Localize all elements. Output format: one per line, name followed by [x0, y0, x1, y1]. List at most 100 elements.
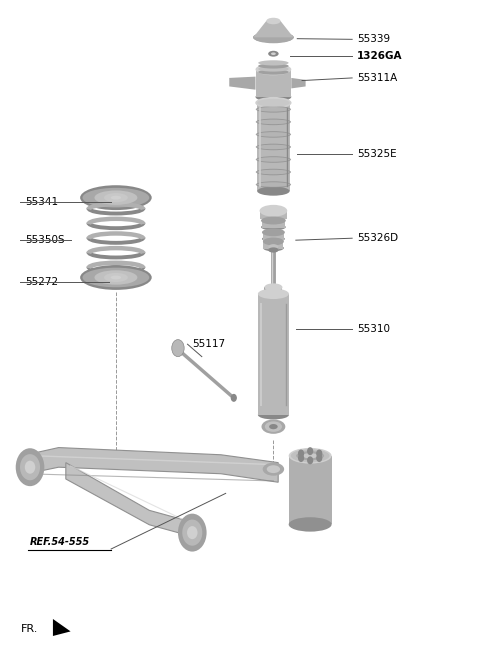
Bar — [264, 240, 283, 250]
Bar — [257, 102, 289, 191]
Ellipse shape — [264, 283, 282, 291]
Ellipse shape — [268, 51, 279, 57]
Circle shape — [317, 450, 322, 457]
Circle shape — [172, 340, 184, 357]
Circle shape — [308, 457, 312, 464]
Ellipse shape — [268, 248, 279, 252]
Bar — [262, 219, 285, 229]
Ellipse shape — [256, 181, 291, 188]
Text: 55272: 55272 — [25, 277, 59, 287]
Ellipse shape — [257, 182, 289, 187]
Text: 55310: 55310 — [357, 323, 390, 334]
Ellipse shape — [261, 217, 286, 225]
Ellipse shape — [182, 520, 202, 546]
Bar — [288, 456, 332, 524]
Ellipse shape — [256, 156, 291, 163]
Polygon shape — [21, 447, 278, 482]
Text: 55341: 55341 — [25, 197, 59, 207]
Bar — [268, 248, 279, 250]
Ellipse shape — [256, 144, 291, 150]
Ellipse shape — [80, 185, 152, 210]
Bar — [264, 287, 282, 300]
Ellipse shape — [257, 170, 289, 174]
Ellipse shape — [255, 64, 291, 76]
Ellipse shape — [111, 275, 121, 279]
Ellipse shape — [104, 193, 128, 202]
Ellipse shape — [257, 157, 289, 162]
Ellipse shape — [256, 131, 291, 138]
Text: REF.54-555: REF.54-555 — [30, 537, 90, 547]
Ellipse shape — [253, 32, 294, 43]
Ellipse shape — [262, 419, 285, 434]
Text: 55325E: 55325E — [357, 150, 396, 160]
Polygon shape — [229, 77, 255, 90]
Ellipse shape — [257, 187, 289, 196]
Ellipse shape — [258, 410, 289, 419]
Ellipse shape — [288, 448, 332, 464]
Polygon shape — [291, 78, 306, 89]
Ellipse shape — [25, 461, 35, 474]
Circle shape — [299, 450, 303, 457]
Ellipse shape — [257, 107, 289, 112]
Ellipse shape — [260, 205, 287, 217]
Ellipse shape — [265, 421, 282, 432]
Text: 55350S: 55350S — [25, 235, 65, 244]
Text: 55326D: 55326D — [357, 233, 398, 243]
Ellipse shape — [296, 451, 324, 461]
Ellipse shape — [255, 97, 291, 108]
Ellipse shape — [258, 63, 288, 68]
Ellipse shape — [263, 245, 284, 251]
Ellipse shape — [256, 169, 291, 175]
Circle shape — [308, 448, 312, 455]
Ellipse shape — [258, 66, 288, 72]
Ellipse shape — [291, 449, 329, 463]
Ellipse shape — [258, 70, 288, 75]
Text: FR.: FR. — [21, 623, 38, 634]
Ellipse shape — [95, 191, 137, 205]
Ellipse shape — [271, 53, 276, 55]
Text: 55117: 55117 — [192, 339, 226, 350]
Ellipse shape — [261, 224, 286, 231]
Ellipse shape — [256, 106, 291, 112]
Polygon shape — [253, 21, 293, 37]
Bar — [255, 70, 291, 97]
Ellipse shape — [262, 236, 285, 242]
Ellipse shape — [257, 99, 289, 106]
Circle shape — [317, 455, 322, 461]
Ellipse shape — [258, 288, 289, 299]
Text: 55311A: 55311A — [357, 73, 397, 83]
Ellipse shape — [257, 120, 289, 124]
Ellipse shape — [104, 273, 128, 282]
Ellipse shape — [268, 244, 279, 251]
Ellipse shape — [83, 188, 149, 208]
Ellipse shape — [253, 32, 294, 43]
Ellipse shape — [257, 145, 289, 149]
Text: 55339: 55339 — [357, 34, 390, 44]
Ellipse shape — [257, 132, 289, 137]
Polygon shape — [53, 619, 71, 636]
Ellipse shape — [264, 297, 282, 304]
Ellipse shape — [266, 18, 281, 24]
Ellipse shape — [256, 119, 291, 125]
Ellipse shape — [262, 229, 285, 237]
Ellipse shape — [95, 270, 137, 284]
Ellipse shape — [302, 453, 318, 459]
Bar — [258, 294, 289, 415]
Ellipse shape — [258, 60, 288, 66]
Ellipse shape — [255, 92, 291, 102]
Ellipse shape — [83, 267, 149, 287]
Polygon shape — [66, 463, 202, 539]
Bar — [263, 231, 284, 240]
Ellipse shape — [178, 514, 206, 552]
Ellipse shape — [288, 517, 332, 532]
Ellipse shape — [187, 526, 198, 539]
Ellipse shape — [267, 465, 280, 473]
Ellipse shape — [263, 238, 284, 246]
Ellipse shape — [16, 448, 44, 486]
Ellipse shape — [20, 454, 40, 480]
Ellipse shape — [263, 463, 284, 476]
Ellipse shape — [80, 265, 152, 290]
Circle shape — [231, 395, 236, 401]
Bar — [260, 211, 287, 219]
Text: 1326GA: 1326GA — [357, 51, 402, 61]
